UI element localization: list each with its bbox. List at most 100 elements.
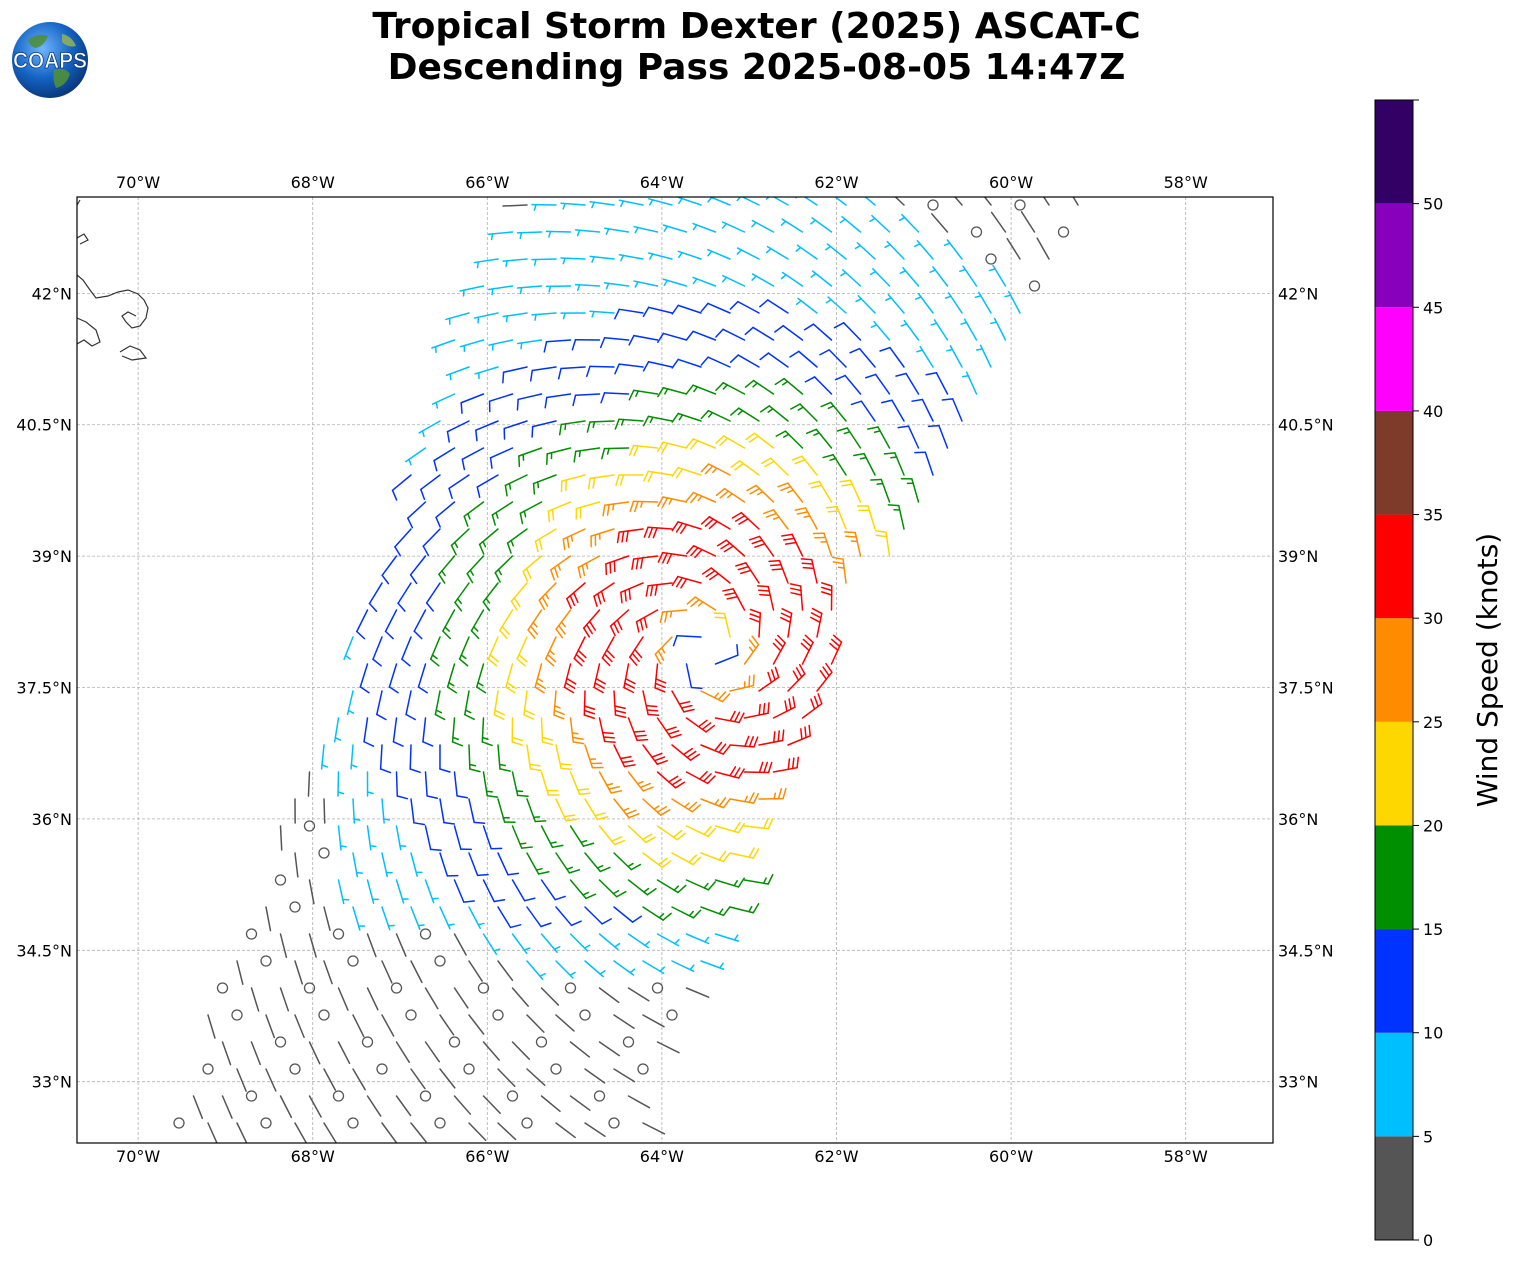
barb-staff [397, 582, 412, 604]
barb-feather [729, 300, 739, 310]
wind-barb [499, 609, 514, 639]
barb-feather [777, 634, 786, 644]
wind-barb [602, 501, 630, 517]
wind-barb [700, 797, 731, 809]
barb-feather [643, 526, 649, 538]
barb-feather [473, 821, 486, 824]
barb-half-feather [649, 253, 654, 260]
wind-barb [216, 982, 229, 994]
barb-feather [701, 567, 713, 575]
barb-staff [407, 501, 427, 519]
wind-barb [424, 771, 439, 800]
wind-barb [569, 1095, 591, 1111]
wind-barb [810, 217, 833, 233]
wind-barb [173, 1117, 185, 1129]
barb-half-feather [795, 300, 802, 306]
wind-barb [557, 366, 586, 380]
wind-barb [395, 1095, 412, 1117]
barb-feather [413, 822, 426, 826]
lon-tick-label-bottom: 58°W [1164, 1147, 1208, 1166]
barb-staff [453, 771, 458, 797]
wind-barb [337, 987, 349, 1011]
wind-barb [959, 265, 978, 287]
barb-staff [603, 336, 630, 341]
wind-barb [438, 555, 456, 584]
barb-staff [540, 717, 544, 743]
barb-feather [553, 709, 565, 716]
barb-staff [294, 852, 299, 878]
wind-barb [930, 319, 949, 341]
wind-barb [442, 609, 456, 640]
barb-staff [815, 428, 833, 449]
wind-barb [569, 825, 595, 847]
barb-half-feather [562, 312, 566, 320]
wind-barb [677, 250, 702, 260]
wind-barb [867, 426, 891, 449]
barb-feather [690, 686, 703, 690]
barb-feather [690, 439, 699, 450]
barb-staff [613, 1014, 635, 1029]
barb-feather [800, 728, 803, 741]
wind-barb [410, 1122, 427, 1143]
barb-feather [476, 686, 487, 694]
barb-staff [772, 197, 789, 206]
barb-feather [759, 405, 771, 413]
barb-staff [589, 420, 615, 423]
wind-barb [577, 555, 601, 579]
wind-barb [506, 1090, 519, 1102]
wind-barb [590, 528, 615, 548]
wind-barb [722, 588, 746, 611]
barb-staff [192, 1095, 204, 1120]
wind-barb [401, 636, 412, 667]
barb-feather [575, 653, 585, 663]
barb-feather [650, 584, 654, 597]
barb-feather [577, 566, 582, 579]
barb-staff [494, 555, 514, 574]
wind-barb [900, 319, 920, 341]
barb-feather [594, 812, 606, 817]
wind-barb [516, 231, 543, 240]
barb-staff [584, 906, 603, 925]
barb-feather [787, 758, 791, 771]
barb-staff [482, 879, 495, 903]
barb-half-feather [714, 799, 720, 806]
wind-barb [308, 1095, 322, 1118]
colorbar-tick-label: 0 [1423, 1231, 1433, 1250]
barb-staff [629, 636, 644, 658]
calm-circle [231, 1009, 243, 1021]
calm-circle [419, 1090, 432, 1102]
barb-half-feather [495, 511, 499, 519]
wind-barb [470, 609, 485, 640]
wind-barb [941, 398, 963, 422]
barb-half-feather [421, 430, 425, 438]
barb-feather [628, 813, 640, 819]
barb-staff [752, 379, 775, 395]
colorbar-tick-label: 40 [1423, 402, 1443, 421]
barb-feather [675, 468, 684, 479]
barb-feather [883, 452, 896, 455]
barb-half-feather [726, 492, 733, 499]
wind-barb [531, 203, 557, 211]
wind-barb [692, 276, 717, 287]
wind-barb [633, 280, 659, 288]
barb-staff [308, 879, 315, 905]
wind-barb [643, 470, 673, 483]
barb-feather [822, 666, 830, 677]
wind-barb [729, 354, 760, 368]
barb-half-feather [523, 510, 527, 518]
wind-barb [881, 399, 905, 422]
barb-feather [724, 592, 737, 596]
barb-half-feather [752, 382, 759, 388]
barb-staff [823, 532, 833, 557]
barb-feather [422, 545, 430, 557]
barb-half-feather [536, 677, 544, 683]
barb-half-feather [472, 626, 479, 632]
barb-half-feather [491, 288, 494, 296]
barb-feather [719, 437, 729, 447]
barb-feather [714, 616, 727, 619]
wind-barb [473, 312, 499, 324]
calm-circle [376, 1063, 388, 1075]
wind-barb [685, 663, 703, 690]
barb-feather [540, 922, 552, 928]
wind-barb [627, 879, 657, 896]
